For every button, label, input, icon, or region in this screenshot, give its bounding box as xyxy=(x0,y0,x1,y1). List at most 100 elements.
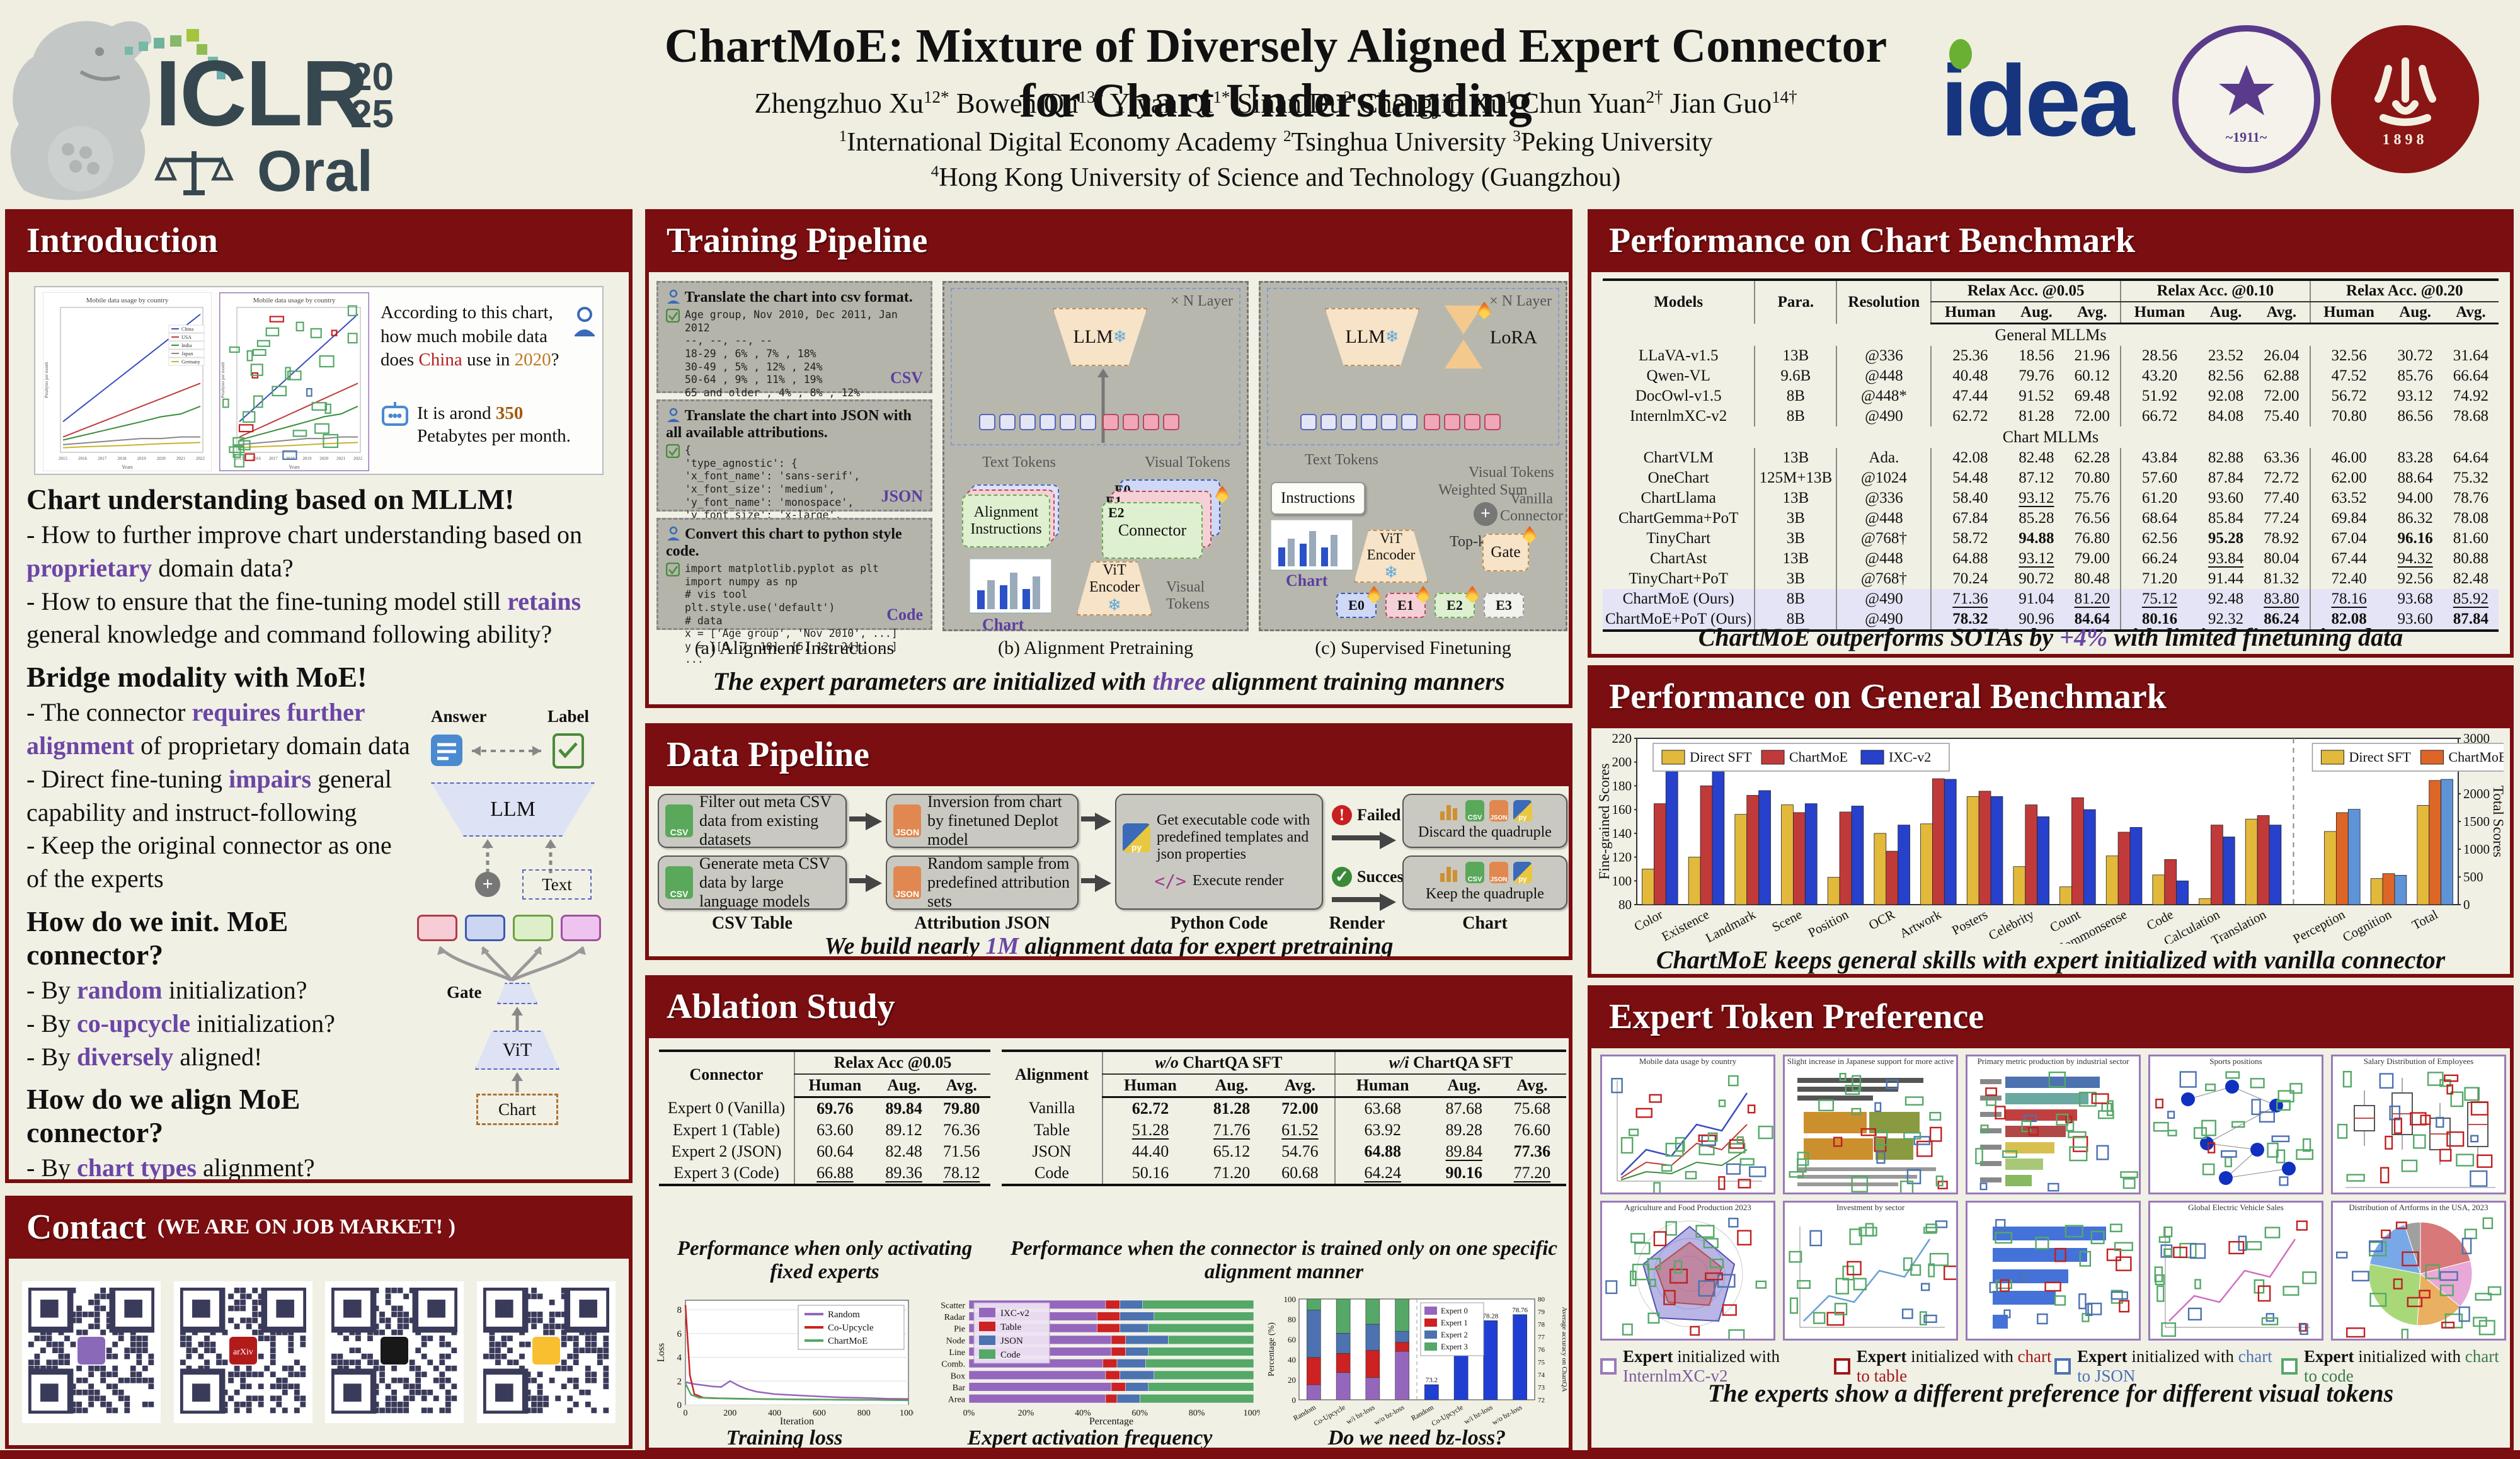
moe-diagram: Answer Label LLM Text + Gate ViT Chart xyxy=(412,707,614,1148)
svg-text:JSON: JSON xyxy=(1000,1336,1023,1346)
svg-text:0: 0 xyxy=(1292,1395,1297,1405)
svg-text:60%: 60% xyxy=(1131,1409,1148,1418)
table-row: ChartVLM 13B Ada. 42.08 82.48 62.28 43.84 82.88… xyxy=(1603,448,2499,468)
pref-tile-hbar: Primary metric production by industrial … xyxy=(1966,1055,2141,1194)
intro-i3: - By diversely aligned! xyxy=(26,1042,263,1071)
training-caption: The expert parameters are initialized wi… xyxy=(713,667,1505,695)
chart-label: Chart xyxy=(982,615,1024,634)
flow-box-4: JSON Random sample from predefined attrib… xyxy=(886,854,1079,910)
table-row: Expert 1 (Table) 63.60 89.12 76.36 xyxy=(659,1119,990,1141)
table-row: Expert 2 (JSON) 60.64 82.48 71.56 xyxy=(659,1141,990,1162)
svg-text:ChartMoE: ChartMoE xyxy=(1789,749,1848,765)
svg-text:ChartMoE: ChartMoE xyxy=(2448,749,2504,765)
iclr-year: 20 25 xyxy=(350,55,394,136)
svg-text:w/o bz-loss: w/o bz-loss xyxy=(1373,1404,1406,1426)
svg-text:2016: 2016 xyxy=(78,456,87,461)
json-icon: JSON xyxy=(893,804,921,837)
svg-text:Mobile data usage by country: Mobile data usage by country xyxy=(253,297,336,304)
table-row: ChartMoE (Ours) 8B @490 71.36 91.04 81.20 75.1… xyxy=(1603,589,2499,609)
flow-box-3: CSV Generate meta CSV data by large langu… xyxy=(658,854,847,910)
intro-h2: Bridge modality with MoE! xyxy=(26,661,367,694)
legend-swatch-icon xyxy=(2281,1358,2298,1375)
table-row: TinyChart 3B @768† 58.72 94.88 76.80 62.56 95.2… xyxy=(1603,529,2499,549)
pref-tile-box: Salary Distribution of Employees xyxy=(2331,1055,2506,1194)
github-qr xyxy=(325,1281,464,1423)
intro-a1: - By chart types alignment? xyxy=(26,1153,315,1182)
intro-b1: - How to further improve chart understan… xyxy=(26,520,582,582)
svg-text:74: 74 xyxy=(1538,1371,1545,1379)
svg-text:Co-Upcycle: Co-Upcycle xyxy=(1312,1404,1346,1426)
svg-text:Landmark: Landmark xyxy=(1703,907,1758,944)
prompt-card-json: Translate the chart into JSON with all a… xyxy=(656,399,932,547)
genbench-body: 8010012014016018020022005001000150020002… xyxy=(1588,728,2514,978)
merlion-icon xyxy=(10,21,234,200)
svg-text:Average accuracy on ChartQA: Average accuracy on ChartQA xyxy=(1561,1307,1567,1392)
chart-mini-icon xyxy=(1440,867,1457,882)
caption-b: (b) Alignment Pretraining xyxy=(998,638,1193,658)
svg-text:79: 79 xyxy=(1538,1308,1545,1316)
training-body: Translate the chart into csv format. Age … xyxy=(645,272,1572,708)
table-row: TinyChart+PoT 3B @768† 70.24 90.72 80.48 71.20… xyxy=(1603,569,2499,589)
intro-i1: - By random initialization? xyxy=(26,975,307,1004)
svg-text:6: 6 xyxy=(677,1329,682,1339)
vit-encoder-block-c: ViT Encoder ❄ xyxy=(1354,530,1428,583)
svg-text:OCR: OCR xyxy=(1866,907,1897,932)
svg-text:40: 40 xyxy=(1288,1355,1296,1365)
label-label: Label xyxy=(547,707,590,726)
svg-text:Random: Random xyxy=(828,1310,860,1320)
svg-text:Random: Random xyxy=(1292,1404,1317,1422)
datapipe-header: Data Pipeline xyxy=(645,723,1572,786)
failed-row: ! Failed xyxy=(1332,805,1400,825)
intro-b2: - How to ensure that the fine-tuning mod… xyxy=(26,586,581,649)
answer-label-icons xyxy=(431,733,584,769)
sft-panel: × N Layer LLM ❄ LoRA Text Tokens Visual T… xyxy=(1259,281,1567,631)
flow-box-2: JSON Inversion from chart by finetuned De… xyxy=(886,792,1079,849)
svg-text:2020: 2020 xyxy=(157,456,166,461)
svg-text:2021: 2021 xyxy=(176,456,186,461)
svg-text:1000: 1000 xyxy=(2463,842,2490,857)
bottom-strip xyxy=(0,1450,2520,1459)
svg-text:220: 220 xyxy=(1612,732,1632,746)
label-python-code: Python Code xyxy=(1170,913,1268,933)
intro-h4: How do we align MoE connector? xyxy=(26,1083,301,1149)
poster-title: ChartMoE: Mixture of Diversely Aligned E… xyxy=(664,20,1887,127)
svg-text:ChartMoE: ChartMoE xyxy=(828,1336,868,1346)
chartmoe-qr xyxy=(21,1281,161,1423)
training-loss-chart: 0 2 4 6 8 0 200 400 600 800 1000 Iteration Loss Rando… xyxy=(656,1300,914,1426)
table-row: ChartAst 13B @448 64.88 93.12 79.00 66.24 93.84… xyxy=(1603,549,2499,569)
svg-text:78: 78 xyxy=(1538,1321,1545,1329)
svg-text:IXC-v2: IXC-v2 xyxy=(1889,749,1931,765)
question-text: According to this chart, how much mobile… xyxy=(381,302,559,370)
huggingface-qr xyxy=(477,1281,616,1423)
svg-text:60: 60 xyxy=(1288,1335,1296,1344)
t1-caption: Performance when only activating fixed e… xyxy=(677,1237,973,1283)
svg-text:Fine-grained Scores: Fine-grained Scores xyxy=(1598,764,1612,880)
svg-text:400: 400 xyxy=(768,1409,781,1418)
intro-h3: How do we init. MoE connector? xyxy=(26,905,289,971)
intro-figure: Mobile data usage by country 2015 2016 2017… xyxy=(34,286,604,475)
svg-text:Petabytes per month: Petabytes per month xyxy=(220,362,226,398)
svg-text:2015: 2015 xyxy=(59,456,68,461)
mobile-usage-chart: Mobile data usage by country 2015 2016 2017… xyxy=(43,292,212,471)
card-tag: Code xyxy=(886,605,923,624)
legend-swatch-icon xyxy=(1600,1358,1617,1375)
svg-text:0: 0 xyxy=(2463,897,2470,912)
visual-tokens-label2: Visual Tokens xyxy=(1166,579,1210,612)
idea-dot-icon xyxy=(1949,39,1972,69)
svg-text:2016: 2016 xyxy=(252,456,261,461)
label-csv-table: CSV Table xyxy=(712,913,793,933)
svg-text:8: 8 xyxy=(677,1305,682,1315)
svg-text:80: 80 xyxy=(1288,1315,1296,1324)
svg-text:73: 73 xyxy=(1538,1384,1545,1392)
pref-tile-radar: Agriculture and Food Production 2023 xyxy=(1600,1201,1775,1341)
svg-text:Iteration: Iteration xyxy=(780,1416,814,1426)
svg-text:500: 500 xyxy=(2463,869,2483,884)
table-row: ChartLlama 13B @336 58.40 93.12 75.76 61.20 93.… xyxy=(1603,488,2499,508)
svg-text:Expert 2: Expert 2 xyxy=(1441,1330,1468,1339)
expert-legend: Expert initialized with InternlmXC-v2 Exp… xyxy=(1600,1347,2501,1386)
failed-icon: ! xyxy=(1332,805,1352,825)
svg-text:w/i bz-loss: w/i bz-loss xyxy=(1345,1404,1377,1426)
pref-tile-text: Slight increase in Japanese support for … xyxy=(1783,1055,1958,1194)
svg-text:200: 200 xyxy=(1612,755,1632,770)
